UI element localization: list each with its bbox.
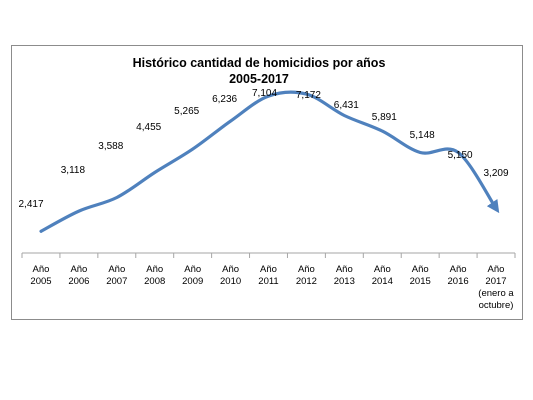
data-label: 6,431: [334, 100, 359, 111]
data-label: 3,118: [61, 165, 86, 176]
x-tick-label: Año 2009: [182, 264, 203, 287]
data-label: 3,588: [98, 141, 123, 152]
x-tick-label: Año 2008: [144, 264, 165, 287]
chart-svg: Histórico cantidad de homicidios por año…: [18, 56, 516, 311]
data-label: 7,172: [296, 90, 321, 101]
x-tick-label: Año 2017 (enero a octubre): [478, 264, 514, 311]
series-line: [39, 90, 500, 233]
x-tick-label: Año 2010: [220, 264, 241, 287]
x-tick-label: Año 2011: [258, 264, 278, 287]
data-label: 5,150: [448, 150, 473, 161]
x-tick-label: Año 2007: [106, 264, 127, 287]
chart-subtitle: 2005-2017: [229, 72, 289, 86]
x-tick-label: Año 2006: [68, 264, 89, 287]
data-label: 5,891: [372, 112, 397, 123]
data-label: 5,148: [410, 130, 435, 141]
data-label: 6,236: [212, 94, 237, 105]
x-tick-label: Año 2005: [30, 264, 51, 287]
data-label: 2,417: [18, 199, 43, 210]
chart-frame: Histórico cantidad de homicidios por año…: [11, 45, 523, 320]
data-label: 5,265: [174, 106, 199, 117]
data-label: 7,104: [252, 88, 277, 99]
chart-title: Histórico cantidad de homicidios por año…: [133, 56, 386, 70]
x-tick-label: Año 2015: [410, 264, 431, 287]
x-tick-label: Año 2012: [296, 264, 317, 287]
data-label: 4,455: [136, 122, 161, 133]
x-tick-label: Año 2014: [372, 264, 393, 287]
x-tick-label: Año 2016: [448, 264, 469, 287]
x-tick-label: Año 2013: [334, 264, 355, 287]
data-label: 3,209: [483, 168, 508, 179]
